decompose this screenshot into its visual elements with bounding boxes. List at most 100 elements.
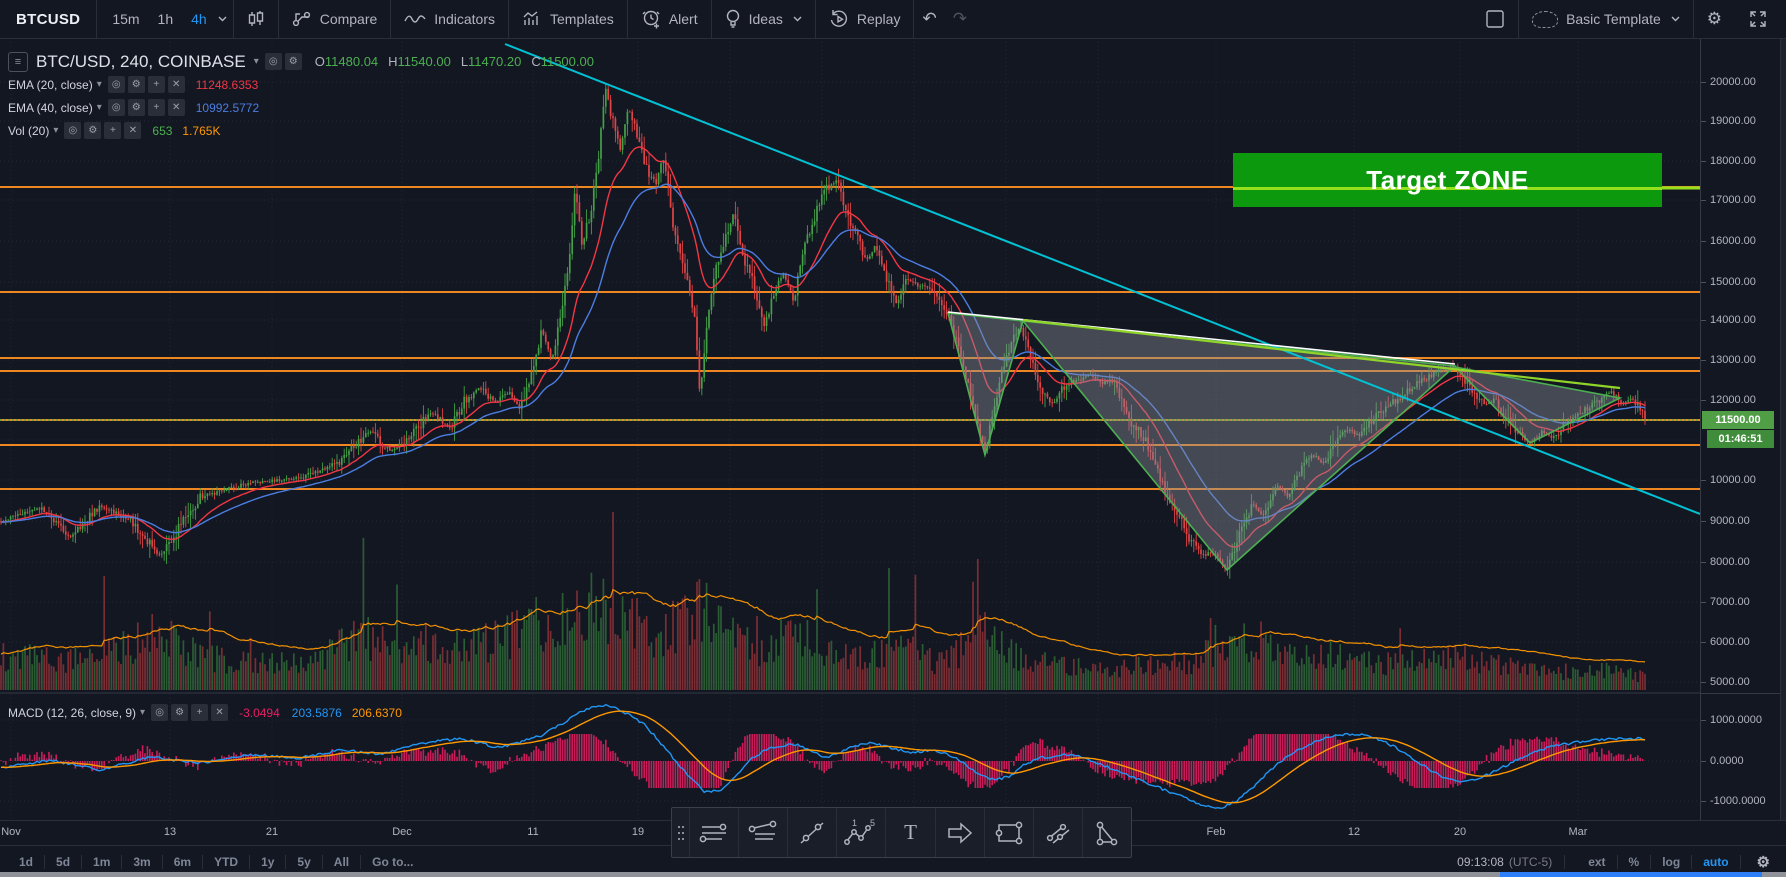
- eye-icon[interactable]: ◎: [151, 704, 169, 721]
- last-price-label: 11500.00: [1702, 411, 1774, 429]
- interval-4h-button[interactable]: 4h: [191, 11, 207, 27]
- gear-icon[interactable]: ⚙: [284, 53, 302, 70]
- alert-button[interactable]: Alert: [628, 0, 711, 38]
- right-edge-strip: [1780, 38, 1786, 820]
- indicators-button[interactable]: Indicators: [391, 0, 508, 38]
- goto-button[interactable]: Go to...: [372, 855, 414, 869]
- range-button-1d[interactable]: 1d: [19, 855, 34, 869]
- ohlc-values: O11480.04 H11540.00 L11470.20 C11500.00: [314, 54, 594, 69]
- price-tick: 9000.00: [1701, 515, 1750, 527]
- settings-button[interactable]: ⚙: [1706, 9, 1722, 28]
- range-button-3m[interactable]: 3m: [133, 855, 151, 869]
- compare-label: Compare: [319, 11, 378, 27]
- templates-button[interactable]: Templates: [509, 0, 627, 38]
- range-button-1m[interactable]: 1m: [93, 855, 111, 869]
- time-tick: 11: [527, 826, 539, 838]
- plus-icon[interactable]: +: [104, 122, 122, 139]
- replay-button[interactable]: Replay: [816, 0, 914, 38]
- chevron-down-icon: [793, 16, 802, 22]
- low-value: 11470.20: [468, 54, 522, 69]
- cloud-icon: [1532, 10, 1559, 28]
- layout-button[interactable]: [1472, 0, 1518, 38]
- time-tick: 13: [163, 826, 177, 838]
- interval-1h-button[interactable]: 1h: [157, 11, 174, 27]
- eye-icon[interactable]: ◎: [264, 53, 282, 70]
- gear-icon[interactable]: ⚙: [84, 122, 102, 139]
- plus-icon[interactable]: +: [191, 704, 209, 721]
- legend-toggle-icon[interactable]: ≡: [8, 51, 28, 72]
- toolbar-divider: [814, 0, 816, 38]
- templates-label: Templates: [550, 11, 614, 27]
- range-button-all[interactable]: All: [333, 855, 350, 869]
- eye-icon[interactable]: ◎: [107, 76, 125, 93]
- chart-style-button[interactable]: [234, 0, 278, 38]
- text-tool-button[interactable]: T: [885, 808, 934, 857]
- fullscreen-icon: [1750, 11, 1766, 27]
- trend-line-tool-button[interactable]: [787, 808, 836, 857]
- gear-icon[interactable]: ⚙: [127, 76, 145, 93]
- ema40-label[interactable]: EMA (40, close): [8, 100, 93, 115]
- timezone-label[interactable]: (UTC-5): [1508, 855, 1553, 869]
- symbol-legend-row: ≡ BTC/USD, 240, COINBASE ▾ ◎ ⚙ O11480.04…: [8, 50, 594, 73]
- horizontal-ray-icon: [748, 820, 777, 840]
- extended-hours-button[interactable]: ext: [1588, 855, 1606, 869]
- chevron-down-icon[interactable]: ▾: [253, 56, 259, 67]
- range-button-1y[interactable]: 1y: [261, 855, 275, 869]
- macd-label[interactable]: MACD (12, 26, close, 9): [8, 705, 137, 720]
- candlestick-icon: [248, 11, 263, 26]
- target-zone-annotation[interactable]: Target ZONE: [1233, 153, 1662, 207]
- toolbar-divider: [96, 0, 98, 38]
- rectangle-tool-button[interactable]: [983, 808, 1033, 857]
- horizontal-ray-tool-button[interactable]: [738, 808, 787, 857]
- redo-button[interactable]: ↷: [952, 9, 967, 28]
- gear-icon[interactable]: ⚙: [171, 704, 189, 721]
- ideas-button[interactable]: Ideas: [712, 0, 815, 38]
- axis-settings-gear-icon[interactable]: ⚙: [1756, 854, 1770, 871]
- chevron-down-icon[interactable]: [218, 16, 227, 22]
- price-tick: 7000.00: [1701, 596, 1750, 608]
- close-icon[interactable]: ✕: [167, 99, 185, 116]
- close-icon[interactable]: ✕: [124, 122, 142, 139]
- chevron-down-icon: [1671, 16, 1680, 22]
- undo-button[interactable]: ↶: [922, 9, 937, 28]
- symbol-button[interactable]: BTCUSD: [16, 10, 81, 28]
- parallel-channel-tool-button[interactable]: [1032, 808, 1082, 857]
- range-button-5d[interactable]: 5d: [56, 855, 71, 869]
- percent-scale-button[interactable]: %: [1628, 855, 1640, 869]
- toolbar-drag-handle[interactable]: [672, 808, 689, 857]
- range-button-6m[interactable]: 6m: [173, 855, 192, 869]
- log-scale-button[interactable]: log: [1662, 855, 1681, 869]
- chart-title[interactable]: BTC/USD, 240, COINBASE: [36, 51, 246, 71]
- price-tick: 13000.00: [1701, 354, 1756, 366]
- eye-icon[interactable]: ◎: [64, 122, 82, 139]
- close-icon[interactable]: ✕: [211, 704, 229, 721]
- gear-icon[interactable]: ⚙: [127, 99, 145, 116]
- close-icon[interactable]: ✕: [167, 76, 185, 93]
- plus-icon[interactable]: +: [147, 99, 165, 116]
- macd-tick: -1000.0000: [1701, 795, 1766, 807]
- fullscreen-button[interactable]: [1735, 0, 1786, 38]
- volume-label[interactable]: Vol (20): [8, 123, 50, 138]
- ema20-label[interactable]: EMA (20, close): [8, 77, 93, 92]
- clock-time[interactable]: 09:13:08: [1457, 855, 1504, 869]
- replay-label: Replay: [856, 11, 901, 27]
- template-selector[interactable]: Basic Template: [1519, 0, 1693, 38]
- compare-button[interactable]: Compare: [279, 0, 391, 38]
- range-button-ytd[interactable]: YTD: [214, 855, 239, 869]
- auto-scale-button[interactable]: auto: [1703, 855, 1729, 869]
- eye-icon[interactable]: ◎: [107, 99, 125, 116]
- plus-icon[interactable]: +: [147, 76, 165, 93]
- triangle-tool-button[interactable]: [1081, 808, 1131, 857]
- layout-square-icon: [1486, 10, 1504, 28]
- horizontal-line-tool-button[interactable]: [689, 808, 738, 857]
- price-axis[interactable]: 11500.00 01:46:51 20000.00 19000.00 18000.…: [1700, 38, 1781, 820]
- range-button-5y[interactable]: 5y: [297, 855, 311, 869]
- templates-icon: [522, 10, 542, 28]
- alert-label: Alert: [668, 11, 698, 27]
- interval-15m-button[interactable]: 15m: [112, 11, 140, 27]
- arrow-tool-button[interactable]: [934, 808, 984, 857]
- triangle-pattern-icon: [1096, 821, 1118, 845]
- compare-icon: [292, 10, 312, 28]
- bar-countdown-label: 01:46:51: [1707, 430, 1774, 448]
